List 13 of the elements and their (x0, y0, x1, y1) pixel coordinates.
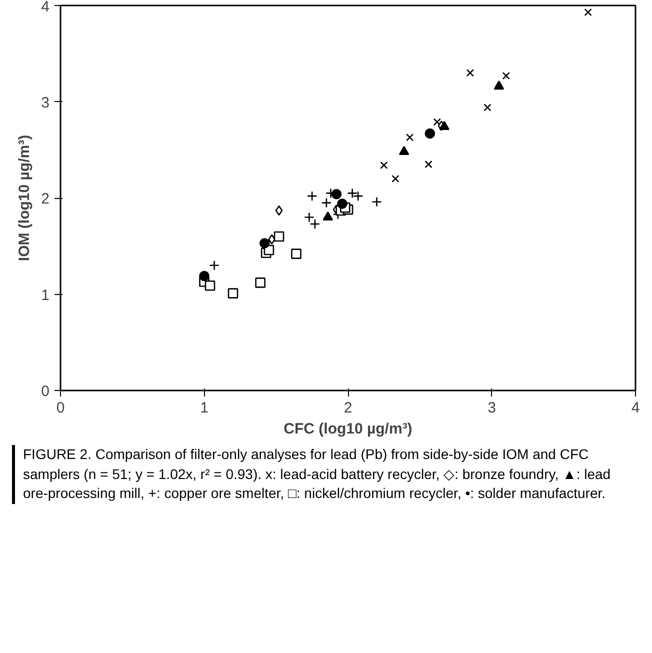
y-tick-label: 4 (41, 0, 50, 16)
x-tick-label: 0 (56, 400, 65, 416)
y-tick-label: 2 (41, 190, 50, 208)
y-axis-title: IOM (log10 µg/m³) (16, 134, 34, 262)
y-tick-label: 1 (41, 286, 50, 304)
y-tick-label: 0 (41, 383, 50, 400)
x-tick-label: 3 (488, 400, 496, 416)
x-tick-label: 2 (344, 400, 352, 416)
x-tick-label: 4 (631, 400, 640, 416)
y-tick-label: 3 (41, 94, 50, 112)
caption: FIGURE 2. Comparison of filter-only analyses for lead (Pb) from side-by-side IOM and CFC samplers (n = 51; y = 1.02x, r² = 0.93). x: lead-acid battery recycler, ◇: bronze foundry, ▲: lead ore-processing mill, +: copper ore smelter, □: nickel/chromium recycler, •: solder manufacturer. (23, 445, 612, 504)
x-axis-title: CFC (log10 µg/m³) (284, 420, 412, 438)
x-tick-label: 1 (200, 400, 208, 416)
